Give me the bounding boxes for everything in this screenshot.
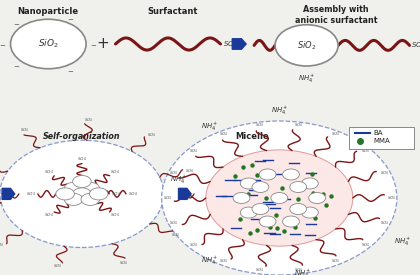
Circle shape [240,207,257,218]
Text: $SO_4$: $SO_4$ [119,259,128,267]
Circle shape [240,178,257,189]
Text: $SO_4$: $SO_4$ [128,190,138,198]
Circle shape [283,169,299,180]
Text: $NH_4^+$: $NH_4^+$ [201,255,219,267]
Circle shape [302,207,318,218]
Circle shape [89,188,108,200]
Text: $SO_4$: $SO_4$ [52,263,62,270]
Text: $SO_4$: $SO_4$ [189,241,198,249]
Text: $SO_4$: $SO_4$ [110,169,120,176]
Text: $-$: $-$ [13,20,20,26]
Polygon shape [2,188,15,199]
Text: $SO_4$: $SO_4$ [189,147,198,155]
Text: $SO_4$: $SO_4$ [380,219,389,227]
Text: Micelle: Micelle [235,132,269,141]
Circle shape [271,192,288,204]
Text: $NH_4^+$: $NH_4^+$ [270,104,288,117]
Circle shape [259,169,276,180]
Text: $SO_4$: $SO_4$ [111,190,121,198]
Circle shape [10,19,86,69]
Circle shape [64,182,83,194]
Text: $NH_4^+$: $NH_4^+$ [394,134,412,146]
Text: Nanoparticle: Nanoparticle [18,7,79,16]
Circle shape [81,193,100,205]
Text: $SO_4$: $SO_4$ [387,194,396,202]
Text: $SO_4$: $SO_4$ [255,266,264,274]
Text: $NH_4^+$: $NH_4^+$ [294,268,311,275]
Text: $SO_4$: $SO_4$ [110,211,120,219]
FancyBboxPatch shape [349,127,414,149]
Text: BA: BA [373,130,383,136]
Text: $-$: $-$ [13,62,20,68]
Circle shape [275,25,338,66]
Circle shape [206,150,353,246]
Text: $SO_4$: $SO_4$ [26,190,36,198]
Text: $SO_4$: $SO_4$ [219,258,228,265]
Circle shape [309,192,326,204]
Text: Assembly with
anionic surfactant: Assembly with anionic surfactant [295,6,377,25]
Text: $-$: $-$ [0,41,6,47]
Text: $SO_4$: $SO_4$ [163,194,172,202]
Text: $SO_4$: $SO_4$ [169,219,178,227]
Circle shape [73,188,91,200]
Circle shape [290,204,307,214]
Text: $-$: $-$ [90,41,97,47]
Text: $SO_4$: $SO_4$ [361,241,370,249]
Circle shape [290,182,307,192]
Text: MMA: MMA [373,138,390,144]
Text: Surfactant: Surfactant [147,7,197,16]
Text: $NH_4^+$: $NH_4^+$ [170,174,188,186]
Text: $+$: $+$ [96,37,110,51]
Circle shape [302,178,318,189]
Text: Self-organization: Self-organization [43,132,121,141]
Text: $SO_4^-$: $SO_4^-$ [411,40,420,51]
Text: $SO_4$: $SO_4$ [77,155,87,163]
Text: $SO_4$: $SO_4$ [331,131,340,138]
Text: $NH_4^+$: $NH_4^+$ [298,72,315,85]
Text: $SO_4$: $SO_4$ [147,131,156,139]
Text: $SO_4$: $SO_4$ [44,211,54,219]
Text: $SO_4$: $SO_4$ [255,122,264,130]
Text: $SO_4$: $SO_4$ [294,266,303,274]
Circle shape [73,175,91,188]
Text: $SO_4$: $SO_4$ [185,167,194,175]
Polygon shape [232,39,246,49]
Circle shape [162,121,397,275]
Text: $SO_4$: $SO_4$ [380,169,389,177]
Text: $-$: $-$ [68,67,74,73]
Text: $NH_4^+$: $NH_4^+$ [201,120,219,133]
Text: $SO_4$: $SO_4$ [171,232,180,240]
Text: $SO_4$: $SO_4$ [0,241,4,249]
Text: $SO_4$: $SO_4$ [331,258,340,265]
Text: $SiO_2$: $SiO_2$ [38,38,59,50]
Circle shape [56,188,74,200]
Text: $SiO_2$: $SiO_2$ [297,39,316,52]
Circle shape [259,216,276,227]
Circle shape [233,192,250,204]
Polygon shape [178,188,191,199]
Text: $SO_4$: $SO_4$ [20,126,29,134]
Circle shape [252,204,269,214]
Text: $SO_4$: $SO_4$ [361,147,370,155]
Text: $SO_4^-$: $SO_4^-$ [223,39,239,50]
Text: $SO_4$: $SO_4$ [44,169,54,176]
Text: $SO_4$: $SO_4$ [84,116,94,123]
Text: $SO_4$: $SO_4$ [219,131,228,138]
Circle shape [64,193,83,205]
Text: $NH_4^+$: $NH_4^+$ [394,236,412,248]
Circle shape [283,216,299,227]
Text: $SO_4$: $SO_4$ [169,169,178,177]
Circle shape [0,140,164,248]
Text: $-$: $-$ [68,15,74,21]
Circle shape [81,182,100,194]
Text: $SO_4$: $SO_4$ [294,122,303,130]
Circle shape [252,182,269,192]
